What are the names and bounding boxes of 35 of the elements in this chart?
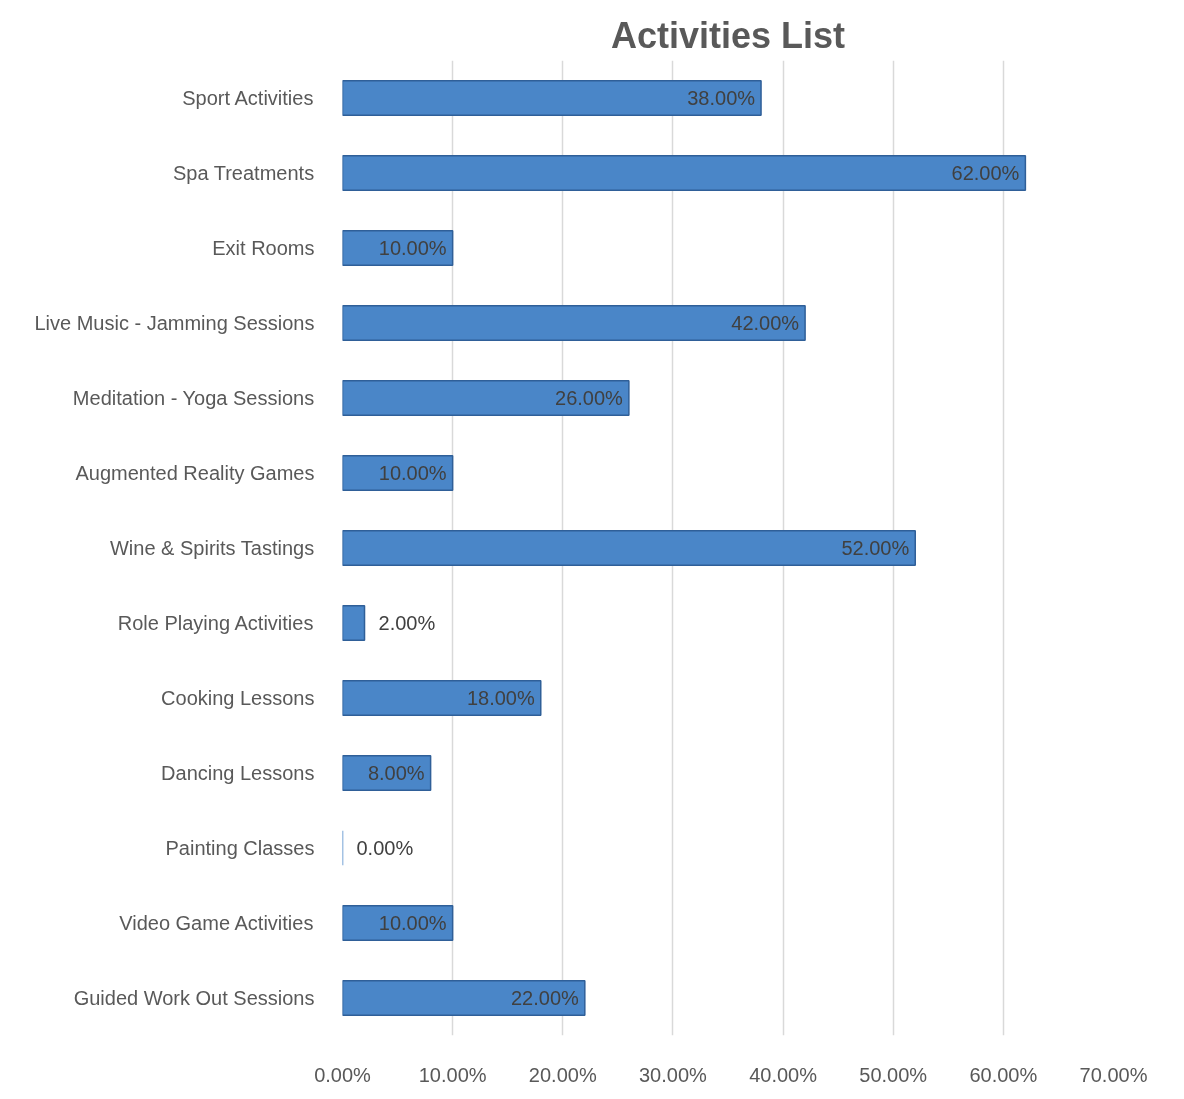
y-tick-label: Sport Activities [182,87,314,109]
data-label: 8.00% [367,762,425,784]
y-tick-label: Live Music - Jamming Sessions [34,312,315,334]
x-tick-label: 60.00% [969,1063,1038,1086]
y-tick-label: Exit Rooms [212,237,315,259]
y-tick-label: Meditation - Yoga Sessions [72,387,315,409]
x-tick-label: 20.00% [528,1063,597,1086]
x-tick-label: 0.00% [314,1063,372,1086]
y-tick-label: Spa Treatments [172,162,315,184]
data-label: 18.00% [466,687,535,709]
chart-title: Activities List [610,14,846,56]
x-tick-label: 50.00% [859,1063,928,1086]
data-label: 2.00% [378,612,436,634]
y-tick-label: Dancing Lessons [161,762,315,784]
data-label: 62.00% [951,162,1020,184]
x-tick-label: 10.00% [418,1063,487,1086]
data-label: 10.00% [378,237,447,259]
y-tick-label: Augmented Reality Games [75,462,315,484]
data-label: 42.00% [731,312,800,334]
y-tick-label: Video Game Activities [119,912,314,934]
y-tick-label: Cooking Lessons [161,687,315,709]
x-tick-label: 30.00% [639,1063,708,1086]
data-label: 10.00% [378,912,447,934]
y-tick-label: Wine & Spirits Tastings [109,537,315,559]
y-tick-label: Guided Work Out Sessions [73,987,315,1009]
data-label: 38.00% [687,87,756,109]
data-label: 22.00% [510,987,580,1009]
y-tick-label: Role Playing Activities [117,612,314,634]
x-tick-label: 70.00% [1079,1063,1148,1086]
x-tick-label: 40.00% [749,1063,818,1086]
data-label: 52.00% [841,537,910,559]
data-label: 0.00% [356,837,414,859]
data-label: 26.00% [555,387,624,409]
y-tick-label: Painting Classes [165,837,315,859]
data-label: 10.00% [378,462,447,484]
